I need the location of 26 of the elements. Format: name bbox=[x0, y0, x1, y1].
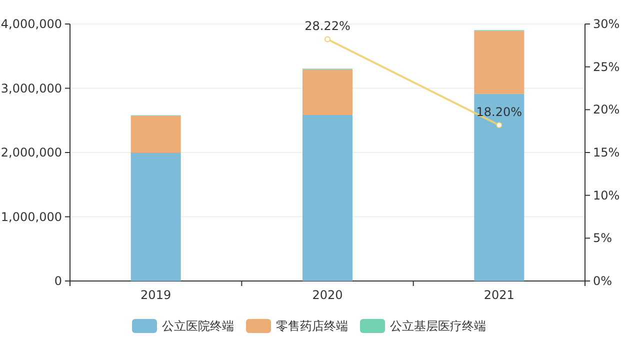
y2-tick-label: 15% bbox=[593, 146, 620, 160]
y-tick-label: 4,000,000 bbox=[0, 17, 62, 31]
bar bbox=[302, 114, 352, 281]
bar bbox=[130, 116, 181, 152]
y2-tick-label: 20% bbox=[593, 102, 620, 117]
bar bbox=[474, 30, 524, 94]
y2-tick-label: 0% bbox=[593, 274, 612, 288]
y2-tick-label: 30% bbox=[593, 17, 620, 31]
y-tick-label: 0 bbox=[54, 274, 62, 288]
data-label: 28.22% bbox=[304, 19, 350, 34]
legend-label: 公立医院终端 bbox=[162, 319, 234, 333]
bar bbox=[474, 94, 524, 281]
y2-tick-label: 5% bbox=[593, 231, 612, 246]
bar bbox=[302, 69, 352, 115]
data-label: 18.20% bbox=[476, 105, 522, 120]
bar bbox=[130, 152, 181, 281]
x-tick-label: 2021 bbox=[484, 288, 514, 302]
x-tick-label: 2020 bbox=[312, 288, 343, 302]
y-tick-label: 2,000,000 bbox=[0, 146, 62, 160]
y2-tick-label: 10% bbox=[593, 188, 620, 202]
legend-label: 零售药店终端 bbox=[276, 319, 348, 333]
y2-tick-label: 25% bbox=[593, 60, 620, 74]
y-tick-label: 1,000,000 bbox=[0, 210, 62, 224]
legend-label: 公立基层医疗终端 bbox=[390, 319, 486, 333]
x-tick-label: 2019 bbox=[140, 288, 172, 302]
y-tick-label: 3,000,000 bbox=[0, 81, 62, 96]
